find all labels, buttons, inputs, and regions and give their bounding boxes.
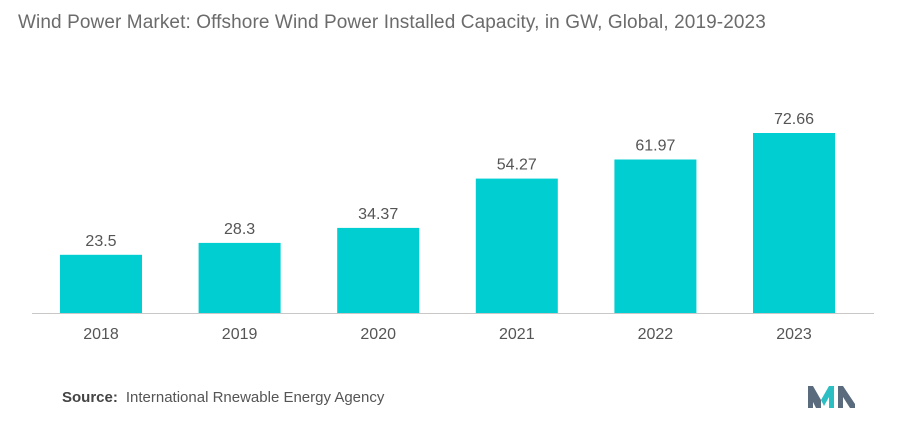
chart-title: Wind Power Market: Offshore Wind Power I… — [18, 12, 766, 33]
bar-2021 — [475, 178, 558, 313]
x-tick-label-2020: 2020 — [360, 326, 396, 343]
bar-2020 — [337, 227, 420, 313]
mordor-intelligence-logo-icon — [808, 386, 855, 408]
x-tick-label-2019: 2019 — [222, 326, 258, 343]
x-tick-label-2023: 2023 — [776, 326, 812, 343]
source-label: Source: — [62, 389, 118, 406]
logo-right-shape — [838, 386, 855, 408]
bar-2019 — [198, 242, 281, 313]
data-label-2018: 23.5 — [85, 233, 116, 250]
source-note: Source: International Rnewable Energy Age… — [62, 389, 384, 406]
data-label-2022: 61.97 — [635, 138, 675, 155]
source-text: International Rnewable Energy Agency — [125, 389, 385, 406]
logo-middle-shape — [821, 386, 834, 408]
bar-chart: 23.5 2018 28.3 2019 34.37 2020 54.27 2021 61.97 2… — [32, 111, 874, 343]
bar-2018 — [60, 254, 142, 313]
data-label-2020: 34.37 — [358, 206, 398, 223]
bar-2022 — [614, 159, 697, 313]
x-tick-label-2022: 2022 — [638, 326, 674, 343]
bar-2023 — [753, 133, 835, 313]
data-label-2023: 72.66 — [774, 111, 814, 128]
x-tick-label-2018: 2018 — [83, 326, 119, 343]
data-label-2019: 28.3 — [224, 221, 255, 238]
logo-left-shape — [808, 386, 821, 408]
x-tick-label-2021: 2021 — [499, 326, 535, 343]
data-label-2021: 54.27 — [497, 157, 537, 174]
